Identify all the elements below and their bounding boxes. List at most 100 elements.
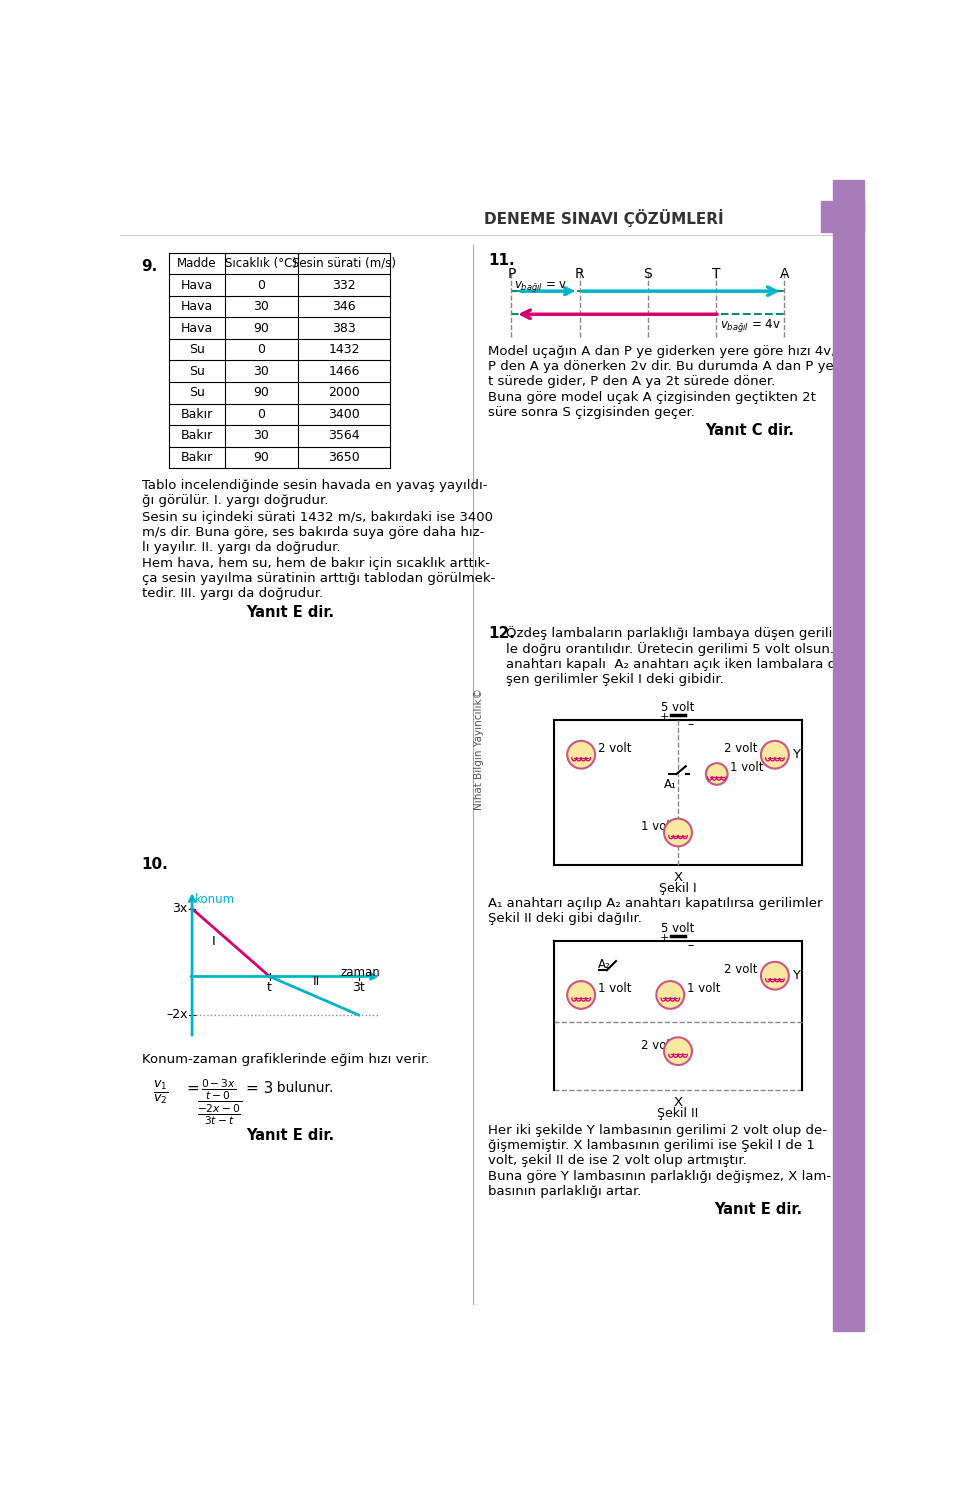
Text: 12.: 12. [488,627,515,642]
Text: Sıcaklık (°C): Sıcaklık (°C) [226,257,298,269]
Text: 3t: 3t [352,981,365,993]
Text: X: X [673,871,683,884]
Text: Madde: Madde [177,257,217,269]
Text: T: T [711,266,720,281]
Text: Sesin sürati (m/s): Sesin sürati (m/s) [292,257,396,269]
Text: Her iki şekilde Y lambasının gerilimi 2 volt olup de-
ğişmemiştir. X lambasının : Her iki şekilde Y lambasının gerilimi 2 … [488,1125,828,1167]
Text: =: = [186,1082,199,1097]
Text: 0: 0 [257,343,265,356]
Text: 2000: 2000 [328,386,360,399]
Text: A₁ anahtarı açılıp A₂ anahtarı kapatılırsa gerilimler
Şekil II deki gibi dağılır: A₁ anahtarı açılıp A₂ anahtarı kapatılır… [488,898,823,925]
Text: 30: 30 [253,301,270,313]
Text: 332: 332 [332,278,356,292]
Text: –: – [687,718,693,730]
Text: 2 volt: 2 volt [725,742,758,755]
Text: –2x: –2x [166,1008,187,1022]
Text: Konum-zaman grafiklerinde eğim hızı verir.: Konum-zaman grafiklerinde eğim hızı veri… [142,1053,429,1067]
Text: Yanıt E dir.: Yanıt E dir. [714,1203,802,1218]
Circle shape [664,1037,692,1065]
Text: = 3: = 3 [247,1082,274,1097]
Text: 1432: 1432 [328,343,360,356]
Text: I: I [212,935,216,948]
Text: X: X [673,1097,683,1109]
Text: +: + [660,934,669,944]
Text: 1 volt: 1 volt [641,820,674,833]
Text: Hem hava, hem su, hem de bakır için sıcaklık arttık-
ça sesin yayılma süratinin : Hem hava, hem su, hem de bakır için sıca… [142,557,495,600]
Text: 1 volt: 1 volt [687,983,721,995]
Text: t: t [267,981,272,993]
Text: Yanıt E dir.: Yanıt E dir. [247,606,335,621]
Text: Buna göre Y lambasının parlaklığı değişmez, X lam-
basının parlaklığı artar.: Buna göre Y lambasının parlaklığı değişm… [488,1170,831,1198]
Text: II: II [312,975,320,987]
Text: DENEME SINAVI ÇÖZÜMLERİ: DENEME SINAVI ÇÖZÜMLERİ [484,209,724,227]
Text: Su: Su [189,386,204,399]
Text: Su: Su [189,343,204,356]
Circle shape [657,981,684,1008]
Text: Bakır: Bakır [180,450,213,464]
Text: bulunur.: bulunur. [268,1082,333,1095]
Text: 9.: 9. [142,259,158,274]
Text: 383: 383 [332,322,356,335]
Bar [833,180,864,1331]
Text: Tablo incelendiğinde sesin havada en yavaş yayıldı-
ğı görülür. I. yargı doğrudu: Tablo incelendiğinde sesin havada en yav… [142,479,487,507]
Text: 1466: 1466 [328,365,360,378]
Text: 90: 90 [253,450,270,464]
Text: $\frac{v_1}{v_2}$: $\frac{v_1}{v_2}$ [154,1079,169,1106]
Text: 346: 346 [332,301,356,313]
Text: 1 volt: 1 volt [730,761,763,775]
Text: +: + [660,712,669,723]
Text: 3x: 3x [172,902,187,916]
Text: 30: 30 [253,429,270,443]
Text: R: R [575,266,585,281]
Text: 90: 90 [253,322,270,335]
Circle shape [761,741,789,769]
Text: 5 volt: 5 volt [661,922,695,935]
Text: A₂: A₂ [598,957,611,971]
Text: konum: konum [195,893,235,905]
Text: 3650: 3650 [328,450,360,464]
Bar [822,200,864,232]
Text: Model uçağın A dan P ye giderken yere göre hızı 4v,
P den A ya dönerken 2v dir. : Model uçağın A dan P ye giderken yere gö… [488,346,835,387]
Text: Bakır: Bakır [180,408,213,420]
Text: 23: 23 [828,206,856,226]
Text: 0: 0 [257,408,265,420]
Text: 2 volt: 2 volt [641,1038,674,1052]
Text: Şekil II: Şekil II [658,1107,699,1119]
Text: 10.: 10. [142,857,168,872]
Text: 90: 90 [253,386,270,399]
Text: Hava: Hava [180,278,213,292]
Text: Su: Su [189,365,204,378]
Text: A: A [780,266,789,281]
Text: Hava: Hava [180,301,213,313]
Text: S: S [643,266,652,281]
Text: 3400: 3400 [328,408,360,420]
Text: Şekil I: Şekil I [660,881,697,895]
Text: 1 volt: 1 volt [598,983,632,995]
Text: P: P [507,266,516,281]
Text: Hava: Hava [180,322,213,335]
Text: 3564: 3564 [328,429,360,443]
Text: 30: 30 [253,365,270,378]
Text: 11.: 11. [488,253,515,268]
Text: Nihat Bilgin Yayıncılık©: Nihat Bilgin Yayıncılık© [474,688,484,811]
Text: 2 volt: 2 volt [725,963,758,975]
Circle shape [567,741,595,769]
Text: Y: Y [792,748,800,761]
Circle shape [664,818,692,847]
Circle shape [567,981,595,1008]
Circle shape [706,763,728,785]
Text: Y: Y [792,969,800,983]
Text: A₁: A₁ [663,778,677,791]
Text: zaman: zaman [341,966,380,978]
Text: Yanıt E dir.: Yanıt E dir. [247,1128,335,1143]
Text: 0: 0 [257,278,265,292]
Text: Özdeş lambaların parlaklığı lambaya düşen gerilim-
le doğru orantılıdır. Üreteci: Özdeş lambaların parlaklığı lambaya düşe… [506,627,852,687]
Text: Yanıt C dir.: Yanıt C dir. [706,423,794,438]
Text: $\frac{\dfrac{0-3x}{t-0}}{\dfrac{-2x-0}{3t-t}}$: $\frac{\dfrac{0-3x}{t-0}}{\dfrac{-2x-0}{… [197,1079,242,1126]
Text: 5 volt: 5 volt [661,700,695,714]
Text: Buna göre model uçak A çizgisinden geçtikten 2t
süre sonra S çizgisinden geçer.: Buna göre model uçak A çizgisinden geçti… [488,390,816,419]
Circle shape [761,962,789,989]
Text: Sesin su içindeki sürati 1432 m/s, bakırdaki ise 3400
m/s dir. Buna göre, ses ba: Sesin su içindeki sürati 1432 m/s, bakır… [142,512,492,555]
Text: –: – [687,939,693,951]
Text: $v_{bağıl}$ = 4v: $v_{bağıl}$ = 4v [720,317,780,334]
